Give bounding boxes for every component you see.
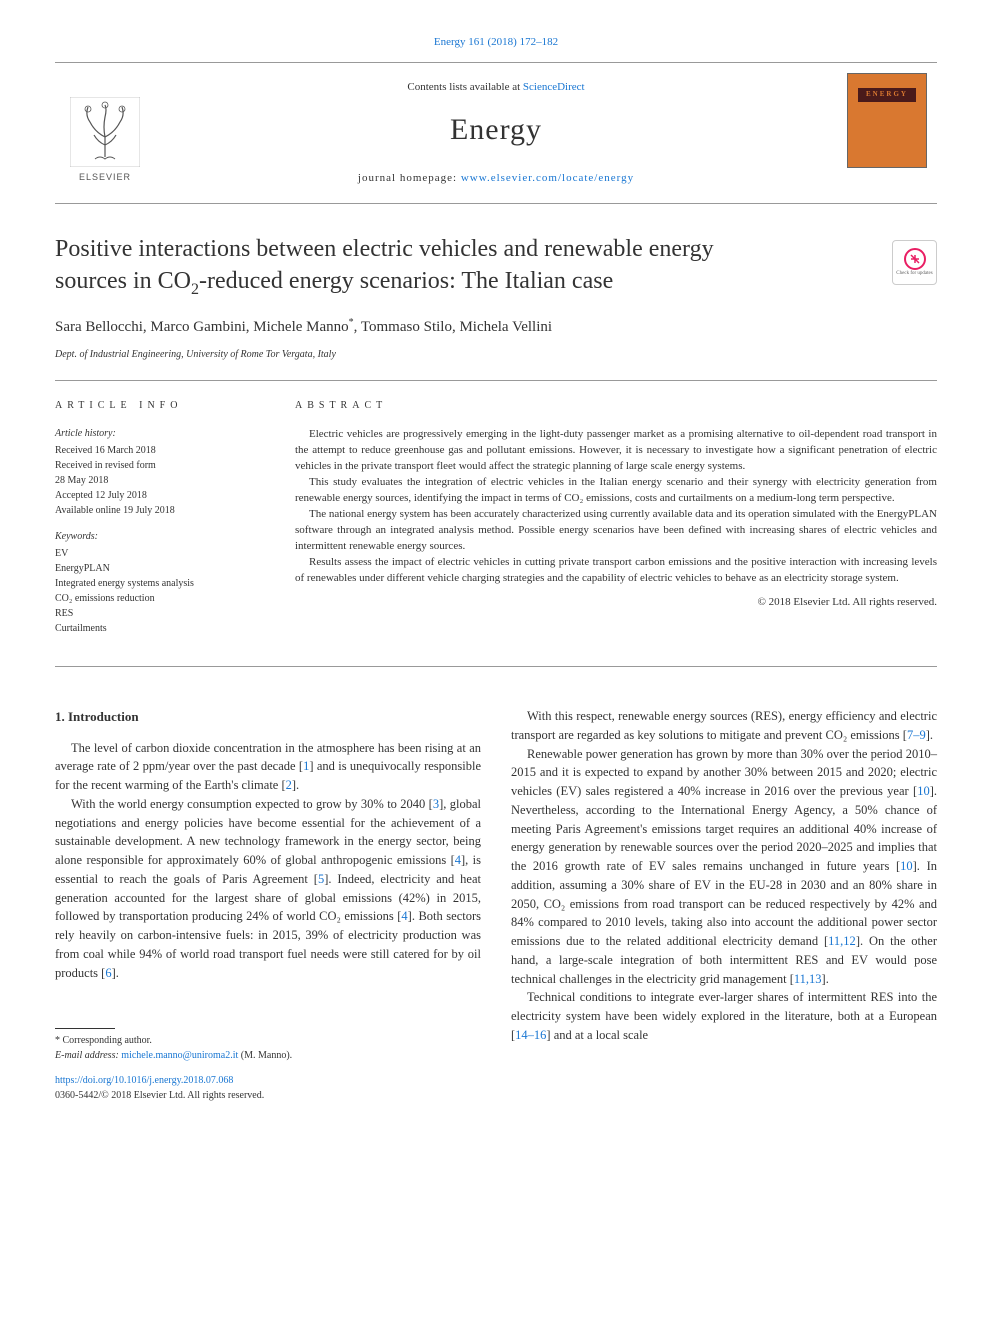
body-para: With the world energy consumption expect… xyxy=(55,795,481,983)
issn-line: 0360-5442/© 2018 Elsevier Ltd. All right… xyxy=(55,1088,481,1103)
abstract-copyright: © 2018 Elsevier Ltd. All rights reserved… xyxy=(295,595,937,610)
crossmark-badge[interactable]: Check for updates xyxy=(892,240,937,285)
title-line2-pre: sources in CO xyxy=(55,268,191,294)
authors-rest: , Tommaso Stilo, Michela Vellini xyxy=(354,319,552,335)
abstract-para: Electric vehicles are progressively emer… xyxy=(295,427,937,475)
body-para: Renewable power generation has grown by … xyxy=(511,745,937,989)
contents-prefix: Contents lists available at xyxy=(407,81,522,93)
keyword: Curtailments xyxy=(55,621,265,636)
title-sub: 2 xyxy=(191,280,199,297)
header-center: Contents lists available at ScienceDirec… xyxy=(155,80,837,187)
history-label: Article history: xyxy=(55,427,265,441)
title-block: Positive interactions between electric v… xyxy=(55,234,937,300)
article-info-header: ARTICLE INFO xyxy=(55,399,265,413)
history-section: Article history: Received 16 March 2018 … xyxy=(55,427,265,518)
keyword: EnergyPLAN xyxy=(55,561,265,576)
history-item: Available online 19 July 2018 xyxy=(55,503,265,518)
email-line: E-mail address: michele.manno@uniroma2.i… xyxy=(55,1048,481,1063)
body-para: The level of carbon dioxide concentratio… xyxy=(55,739,481,795)
article-reference: Energy 161 (2018) 172–182 xyxy=(55,35,937,50)
body-para: With this respect, renewable energy sour… xyxy=(511,707,937,745)
doi-link[interactable]: https://doi.org/10.1016/j.energy.2018.07… xyxy=(55,1075,233,1086)
journal-cover-title: ENERGY xyxy=(858,88,916,102)
sciencedirect-link[interactable]: ScienceDirect xyxy=(523,81,585,93)
homepage-prefix: journal homepage: xyxy=(358,172,461,184)
homepage-line: journal homepage: www.elsevier.com/locat… xyxy=(155,171,837,186)
abstract-header: ABSTRACT xyxy=(295,399,937,413)
email-suffix: (M. Manno). xyxy=(238,1050,292,1061)
body-para: Technical conditions to integrate ever-l… xyxy=(511,988,937,1044)
abstract-para: The national energy system has been accu… xyxy=(295,507,937,555)
footer: * Corresponding author. E-mail address: … xyxy=(55,1022,481,1103)
footer-divider xyxy=(55,1028,115,1029)
section-heading: 1. Introduction xyxy=(55,707,481,727)
history-item: 28 May 2018 xyxy=(55,473,265,488)
article-title: Positive interactions between electric v… xyxy=(55,234,892,300)
affiliation: Dept. of Industrial Engineering, Univers… xyxy=(55,348,937,362)
authors: Sara Bellocchi, Marco Gambini, Michele M… xyxy=(55,316,937,338)
history-item: Received 16 March 2018 xyxy=(55,443,265,458)
info-abstract-row: ARTICLE INFO Article history: Received 1… xyxy=(55,380,937,667)
email-prefix: E-mail address: xyxy=(55,1050,121,1061)
journal-title: Energy xyxy=(155,109,837,151)
right-column: With this respect, renewable energy sour… xyxy=(511,707,937,1103)
authors-list: Sara Bellocchi, Marco Gambini, Michele M… xyxy=(55,319,349,335)
elsevier-tree-icon xyxy=(70,97,140,167)
history-item: Received in revised form xyxy=(55,458,265,473)
journal-cover: ENERGY xyxy=(847,73,927,168)
page-root: Energy 161 (2018) 172–182 ELSEVIER Conte… xyxy=(0,0,992,1138)
journal-cover-block: ENERGY xyxy=(837,73,937,193)
history-item: Accepted 12 July 2018 xyxy=(55,488,265,503)
keywords-label: Keywords: xyxy=(55,530,265,544)
homepage-link[interactable]: www.elsevier.com/locate/energy xyxy=(461,172,634,184)
abstract-para: Results assess the impact of electric ve… xyxy=(295,555,937,587)
citation-link[interactable]: Energy 161 (2018) 172–182 xyxy=(434,36,558,48)
crossmark-icon xyxy=(904,248,926,270)
contents-line: Contents lists available at ScienceDirec… xyxy=(155,80,837,95)
keyword: EV xyxy=(55,546,265,561)
body-columns: 1. Introduction The level of carbon diox… xyxy=(55,707,937,1103)
publisher-logo: ELSEVIER xyxy=(55,83,155,183)
keywords-section: Keywords: EV EnergyPLAN Integrated energ… xyxy=(55,530,265,636)
keyword: RES xyxy=(55,606,265,621)
doi-line: https://doi.org/10.1016/j.energy.2018.07… xyxy=(55,1073,481,1088)
title-line1: Positive interactions between electric v… xyxy=(55,236,714,262)
title-line2-post: -reduced energy scenarios: The Italian c… xyxy=(199,268,613,294)
keyword: Integrated energy systems analysis xyxy=(55,576,265,591)
article-info: ARTICLE INFO Article history: Received 1… xyxy=(55,399,265,648)
corresponding-note: * Corresponding author. xyxy=(55,1033,481,1048)
left-column: 1. Introduction The level of carbon diox… xyxy=(55,707,481,1103)
abstract: ABSTRACT Electric vehicles are progressi… xyxy=(295,399,937,648)
publisher-name: ELSEVIER xyxy=(79,171,131,184)
abstract-body: Electric vehicles are progressively emer… xyxy=(295,427,937,586)
keyword: CO₂ emissions reduction xyxy=(55,591,265,606)
email-link[interactable]: michele.manno@uniroma2.it xyxy=(121,1050,238,1061)
abstract-para: This study evaluates the integration of … xyxy=(295,475,937,507)
crossmark-label: Check for updates xyxy=(896,270,932,277)
journal-header: ELSEVIER Contents lists available at Sci… xyxy=(55,62,937,204)
